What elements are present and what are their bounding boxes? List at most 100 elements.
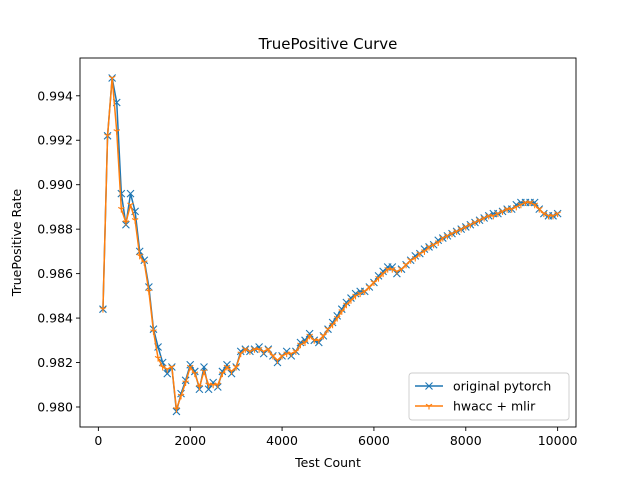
legend-box [408,372,570,421]
data-point [186,360,195,369]
data-point [237,351,245,358]
data-point [236,347,245,356]
data-point [122,220,130,226]
data-point [173,406,180,413]
data-point [196,384,203,391]
data-point [191,371,199,378]
data-point [467,222,474,229]
data-point [338,309,346,315]
data-point [219,371,226,378]
data-point [255,346,263,353]
data-point [324,326,332,333]
legend-marker [425,403,433,410]
data-point [154,355,162,362]
data-point [480,215,488,222]
data-point [352,293,359,300]
data-point [343,302,350,309]
data-point [150,329,157,335]
data-point [444,233,451,240]
data-point [145,289,153,295]
data-point [269,353,277,360]
data-point [159,364,166,371]
data-point [320,333,327,340]
legend-entry: original pytorch [415,379,551,394]
x-tick-label: 4000 [266,433,298,448]
data-point [379,271,387,278]
data-point [278,353,286,360]
legend: original pytorch hwacc + mlir [408,372,570,421]
series-hwacc-mlir [99,75,561,413]
data-point [393,269,401,275]
data-point [329,322,336,329]
y-tick-label: 0.982 [37,355,73,370]
y-tick-label: 0.980 [37,399,73,414]
x-tick-label: 0 [94,433,102,448]
data-point [411,251,420,260]
data-point [242,346,249,353]
data-point [333,315,341,322]
y-axis-label: TruePositive Rate [9,189,24,298]
data-point [388,266,396,273]
data-point [361,289,369,295]
data-point [104,133,111,140]
data-point [531,202,538,209]
legend-label: hwacc + mlir [453,399,536,414]
data-point [163,366,171,373]
data-point [305,329,314,338]
legend-marker [425,382,433,390]
data-point [517,202,525,209]
y-axis: 0.980 0.982 0.984 0.986 0.988 0.990 0.992 0.994 [37,88,80,414]
data-point [366,284,373,291]
data-point [264,346,272,353]
data-point [508,206,516,213]
data-point [306,333,313,340]
data-point [126,189,135,198]
data-point [204,385,213,394]
data-point [200,363,208,371]
data-point [540,211,548,218]
data-point [260,349,268,355]
data-point [494,211,502,218]
data-point [356,291,364,298]
data-point [434,240,442,246]
data-point [512,204,520,211]
data-point [499,209,506,215]
data-point [136,253,144,260]
data-point [430,242,437,249]
y-tick-label: 0.990 [37,177,73,192]
data-point [158,358,167,367]
x-axis-label: Test Count [294,455,361,470]
data-point [434,236,443,245]
data-point [457,226,465,233]
data-point [118,206,125,213]
data-point [351,289,360,298]
x-axis: 0 2000 4000 6000 8000 10000 [94,427,578,448]
data-point [246,349,254,355]
data-point [420,245,429,254]
y-tick-label: 0.984 [37,311,73,326]
data-point [416,251,424,258]
y-tick-label: 0.986 [37,266,73,281]
data-point [117,189,126,198]
data-point [177,393,185,400]
data-point [375,275,382,282]
data-point [439,235,447,242]
data-point [526,200,534,206]
data-point [274,358,281,364]
data-point [347,298,355,304]
data-point [140,260,148,267]
data-point [223,364,231,371]
chart-title: TruePositive Curve [258,35,398,53]
data-point [370,280,378,287]
data-point [301,340,309,347]
data-point [421,249,428,255]
data-point [490,213,497,220]
legend-entry: hwacc + mlir [415,399,536,414]
data-point [127,202,134,209]
data-point [297,342,304,349]
data-point [462,224,470,231]
y-tick-label: 0.994 [37,88,73,103]
y-tick-label: 0.992 [37,133,73,148]
data-point [200,369,208,375]
